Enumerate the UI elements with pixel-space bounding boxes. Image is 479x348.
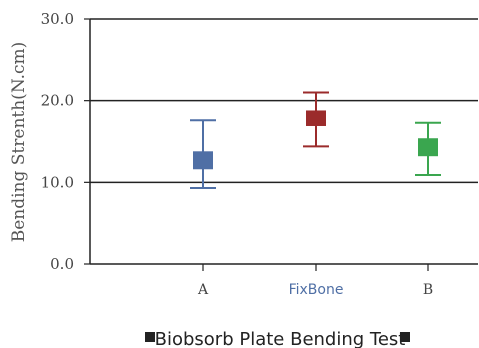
y-tick-label: 10.0: [41, 173, 74, 191]
x-tick-label: FixBone: [289, 282, 344, 298]
x-tick-label: B: [423, 282, 433, 298]
y-tick-label: 0.0: [50, 255, 74, 273]
caption-marker-left: [145, 332, 155, 342]
y-tick-label: 20.0: [41, 92, 74, 110]
grid-lines: [90, 18, 478, 184]
x-tick-label: A: [197, 282, 209, 298]
caption-text: Biobsorb Plate Bending Test: [155, 329, 406, 348]
x-axis: A FixBone B: [90, 263, 478, 298]
y-axis-label: Bending Strenth(N.cm): [9, 42, 29, 243]
y-tick-label: 30.0: [41, 10, 74, 28]
error-bar-mean-marker: [193, 151, 213, 170]
error-bar-mean-marker: [418, 138, 438, 157]
y-axis: 0.0 10.0 20.0 30.0: [41, 10, 91, 273]
error-bars: [190, 91, 441, 190]
error-bar-group: [190, 119, 216, 190]
error-bar-group: [303, 91, 329, 148]
caption-marker-right: [400, 332, 410, 342]
error-bar-mean-marker: [306, 110, 326, 126]
chart-caption: Biobsorb Plate Bending Test: [145, 329, 410, 348]
error-bar-group: [415, 121, 441, 176]
